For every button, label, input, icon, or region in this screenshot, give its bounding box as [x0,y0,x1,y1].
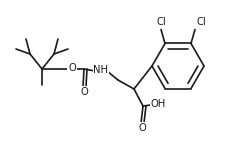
Text: NH: NH [94,65,109,75]
Text: O: O [68,63,76,73]
Text: O: O [80,87,88,97]
Text: OH: OH [150,99,166,109]
Text: Cl: Cl [156,17,166,28]
Text: Cl: Cl [196,17,206,28]
Text: O: O [138,123,146,133]
